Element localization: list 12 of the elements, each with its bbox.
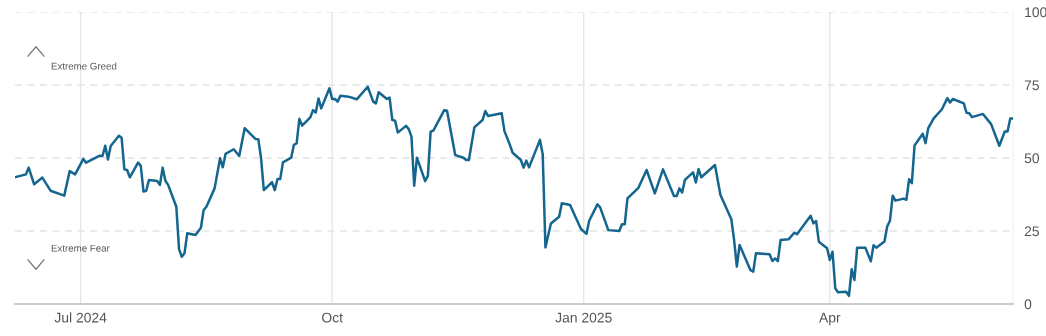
x-tick-label: Jan 2025 [555, 312, 612, 323]
line-series [15, 85, 1013, 298]
y-tick-label: 25 [1024, 226, 1039, 237]
y-tick-label: 75 [1024, 80, 1039, 91]
y-tick-label: 0 [1024, 299, 1032, 310]
ref-line-label: Extreme Fear [51, 244, 110, 252]
ref-line-label: Extreme Greed [51, 62, 117, 70]
x-tick-label: Jul 2024 [54, 312, 107, 323]
y-tick-label: 50 [1024, 153, 1040, 164]
y-tick-label: 100 [1025, 7, 1046, 18]
x-tick-label: Apr [819, 312, 841, 326]
x-tick-label: Oct [322, 312, 343, 323]
